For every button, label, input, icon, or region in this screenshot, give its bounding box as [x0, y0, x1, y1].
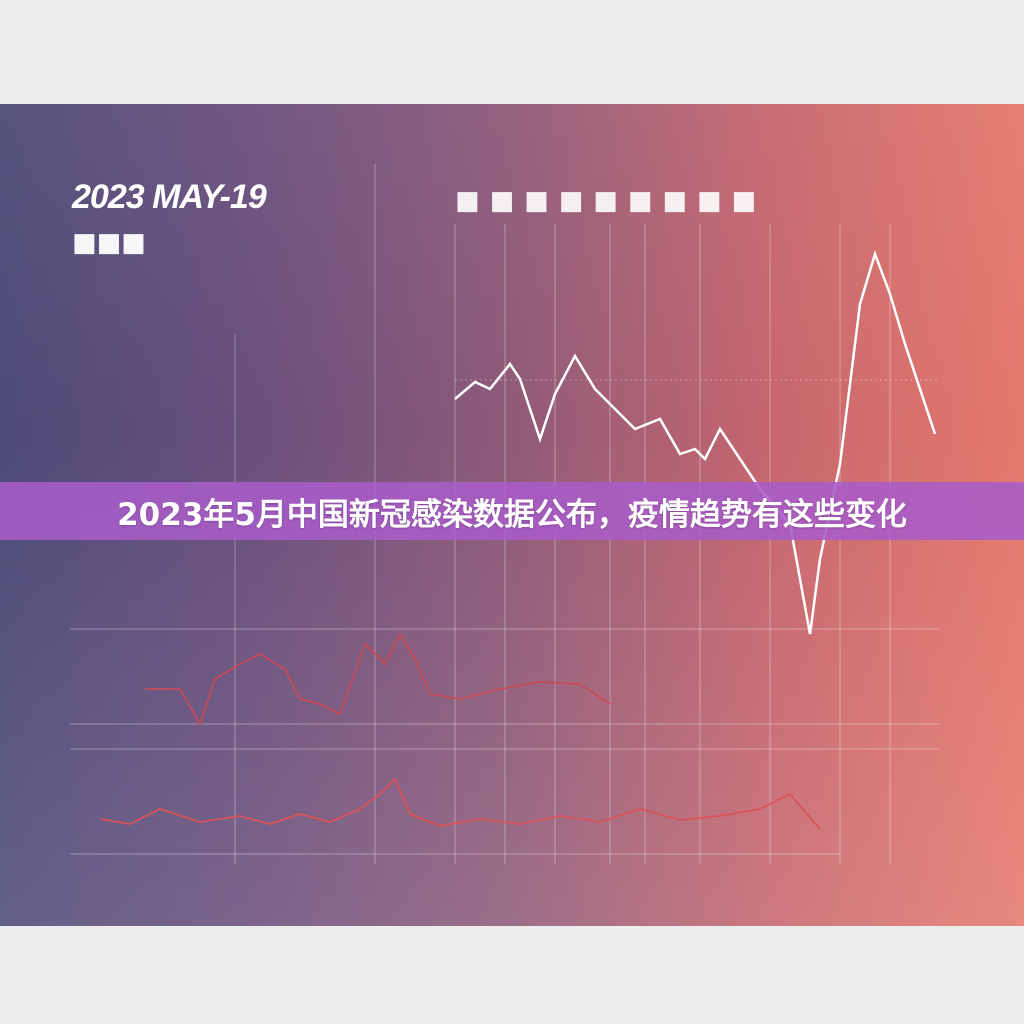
lower-trend-line	[99, 777, 821, 830]
date-label: 2023 MAY-19	[72, 178, 267, 216]
main-trend-line	[454, 250, 937, 635]
banner-title: 2023年5月中国新冠感染数据公布，疫情趋势有这些变化	[117, 496, 907, 533]
middle-trend-line	[145, 632, 611, 727]
grid-lines	[70, 164, 940, 864]
chart-graphics	[70, 164, 940, 864]
sub-label: ■■■	[72, 228, 146, 258]
title-banner: 2023年5月中国新冠感染数据公布，疫情趋势有这些变化	[0, 482, 1024, 540]
chart-heading: ■■■■■■■■■	[455, 186, 767, 216]
